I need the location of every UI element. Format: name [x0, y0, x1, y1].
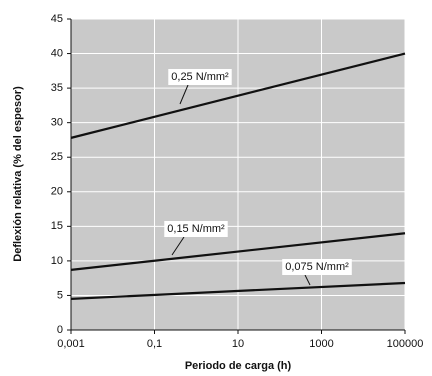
annotation-box — [168, 69, 232, 85]
annotation-leader — [179, 84, 189, 105]
y-tick-label: 10 — [51, 255, 63, 267]
x-tick-label: 100000 — [387, 338, 424, 350]
y-tick-label: 25 — [51, 151, 63, 163]
annotation-box — [164, 221, 228, 237]
y-tick-label: 20 — [51, 186, 63, 198]
x-tick-label: 0,001 — [57, 338, 85, 350]
y-tick-label: 5 — [57, 289, 63, 301]
annotation-leader — [304, 274, 311, 286]
y-tick-label: 30 — [51, 117, 63, 129]
series-line — [70, 232, 406, 271]
y-tick-label: 40 — [51, 47, 63, 59]
x-tick-label: 10 — [232, 338, 244, 350]
annotation-box — [282, 259, 352, 275]
x-axis-title: Periodo de carga (h) — [185, 360, 292, 372]
annotation-leader — [171, 236, 185, 256]
series-label: 0,25 N/mm² — [171, 71, 229, 83]
x-tick-label: 1000 — [309, 338, 333, 350]
y-axis-title: Deflexión relativa (% del espesor) — [12, 86, 24, 262]
y-tick-label: 0 — [57, 324, 63, 336]
x-tick-label: 0,1 — [147, 338, 162, 350]
series-label: 0,075 N/mm² — [285, 261, 349, 273]
series-label: 0,15 N/mm² — [167, 223, 225, 235]
y-tick-label: 35 — [51, 82, 63, 94]
y-tick-label: 15 — [51, 220, 63, 232]
y-tick-label: 45 — [51, 13, 63, 25]
series-line — [70, 52, 406, 139]
series-line — [70, 281, 406, 300]
